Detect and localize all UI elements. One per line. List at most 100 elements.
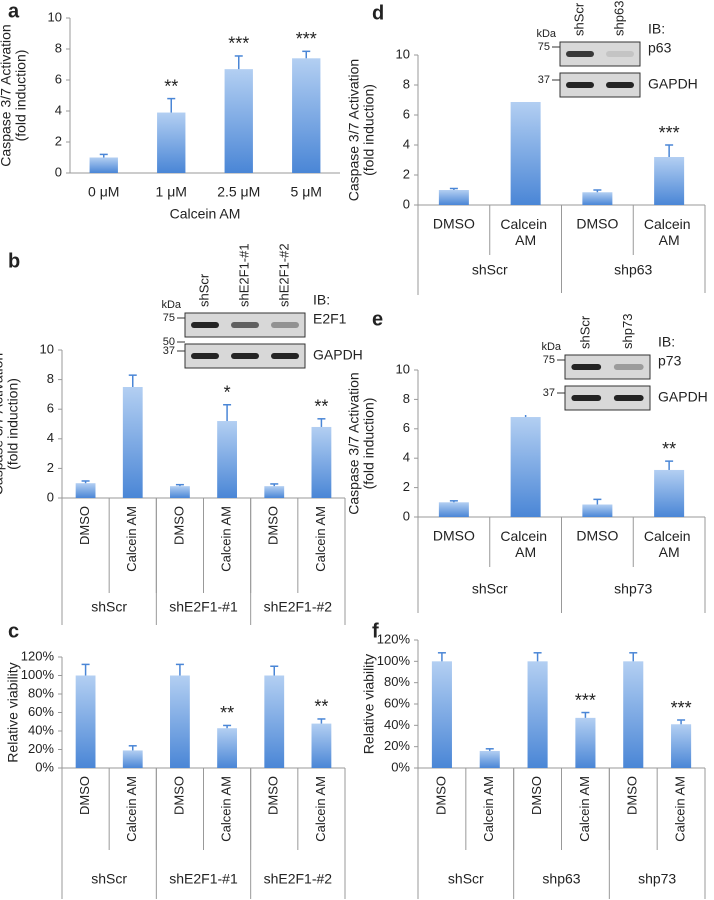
x-tick-label: DMSO xyxy=(266,506,281,545)
bar xyxy=(75,675,96,768)
bar xyxy=(510,417,541,517)
y-axis-label: Caspase 3/7 Activation xyxy=(346,372,362,514)
y-axis-label: Caspase 3/7 Activation xyxy=(0,353,6,495)
y-axis-label: Relative viability xyxy=(361,654,377,754)
ib-label: IB: xyxy=(313,292,330,308)
y-tick-label: 8 xyxy=(55,40,62,55)
band-label: p73 xyxy=(658,353,682,369)
bar xyxy=(224,69,253,173)
blot-band xyxy=(191,353,219,359)
blot-band xyxy=(613,395,644,401)
kda-marker: 75 xyxy=(543,354,555,366)
x-tick-label: DMSO xyxy=(77,776,92,815)
significance: * xyxy=(224,383,231,403)
band-label: GAPDH xyxy=(313,347,363,363)
bar xyxy=(264,675,285,768)
band-label: p63 xyxy=(648,40,672,56)
x-tick-label: DMSO xyxy=(433,776,448,815)
x-tick-label: Calcein AM xyxy=(673,776,688,842)
y-tick-label: 100% xyxy=(21,667,55,682)
blot-band xyxy=(231,353,259,359)
y-tick-label: 0% xyxy=(391,759,410,774)
band-label: GAPDH xyxy=(648,76,698,92)
significance: ** xyxy=(164,76,178,96)
bar xyxy=(122,387,143,498)
kda-marker: 50 xyxy=(163,336,175,348)
x-tick-label: Calcein AM xyxy=(577,776,592,842)
blot-band xyxy=(566,82,594,88)
y-tick-label: 6 xyxy=(47,401,54,416)
group-label: shp73 xyxy=(638,871,676,887)
blot-band xyxy=(606,82,634,88)
y-axis-label: Caspase 3/7 Activation xyxy=(346,59,362,201)
significance: ** xyxy=(662,439,676,459)
ib-label: IB: xyxy=(658,334,675,350)
x-tick-label: DMSO xyxy=(171,776,186,815)
panel-letter: a xyxy=(8,0,20,22)
significance: ** xyxy=(314,397,328,417)
x-tick-label: 0 μM xyxy=(88,184,119,200)
group-label: shScr xyxy=(472,262,508,278)
y-tick-label: 60% xyxy=(28,704,54,719)
kda-label: kDa xyxy=(541,341,561,353)
bar xyxy=(157,112,186,173)
y-tick-label: 80% xyxy=(384,674,410,689)
y-tick-label: 4 xyxy=(403,136,410,151)
bar xyxy=(582,504,613,517)
x-tick-label: 2.5 μM xyxy=(217,184,260,200)
group-label: shp73 xyxy=(614,581,652,597)
bar xyxy=(122,750,143,768)
y-tick-label: 10 xyxy=(396,361,410,376)
bar xyxy=(170,486,190,498)
group-label: shScr xyxy=(472,581,508,597)
bar xyxy=(479,750,500,768)
significance: ** xyxy=(220,703,234,723)
bar xyxy=(264,486,285,498)
bar xyxy=(89,157,118,173)
blot-band xyxy=(606,51,634,57)
y-tick-label: 6 xyxy=(403,106,410,121)
significance: ** xyxy=(314,697,328,717)
y-tick-label: 100% xyxy=(377,653,411,668)
lane-label: shScr xyxy=(578,315,593,349)
ib-label: IB: xyxy=(648,21,665,37)
x-tick-label: Calcein AM xyxy=(313,506,328,572)
panel-letter: e xyxy=(372,308,383,330)
band-label: E2F1 xyxy=(313,311,347,327)
x-tick-label: Calcein AM xyxy=(313,776,328,842)
group-label: shE2F1-#2 xyxy=(264,599,333,615)
y-tick-label: 80% xyxy=(28,685,54,700)
bar xyxy=(431,661,452,768)
y-tick-label: 6 xyxy=(55,71,62,86)
y-tick-label: 10 xyxy=(396,46,410,61)
y-tick-label: 4 xyxy=(55,102,62,117)
y-tick-label: 0% xyxy=(35,759,54,774)
blot-band xyxy=(571,364,602,370)
y-tick-label: 20% xyxy=(28,741,54,756)
lane-label: shp73 xyxy=(620,314,635,349)
y-tick-label: 8 xyxy=(403,76,410,91)
significance: *** xyxy=(228,34,249,54)
bar xyxy=(654,469,685,517)
bar xyxy=(292,58,321,173)
x-tick-label: Calcein AM xyxy=(219,776,234,842)
lane-label: shp63 xyxy=(611,1,626,36)
x-tick-label: Calcein AM xyxy=(644,216,695,248)
bar xyxy=(527,661,548,768)
bar xyxy=(654,157,685,205)
bar xyxy=(217,421,237,498)
y-tick-label: 4 xyxy=(403,450,410,465)
y-tick-label: 2 xyxy=(403,166,410,181)
blot-band xyxy=(566,51,594,57)
y-tick-label: 2 xyxy=(403,479,410,494)
kda-marker: 75 xyxy=(538,41,550,53)
panel-letter: f xyxy=(372,620,379,642)
y-tick-label: 120% xyxy=(21,648,55,663)
bar xyxy=(438,502,469,517)
y-tick-label: 8 xyxy=(403,391,410,406)
lane-label: shScr xyxy=(571,2,586,36)
y-tick-label: 2 xyxy=(47,460,54,475)
blot-band xyxy=(613,364,644,370)
y-axis-label: (fold induction) xyxy=(361,398,377,490)
